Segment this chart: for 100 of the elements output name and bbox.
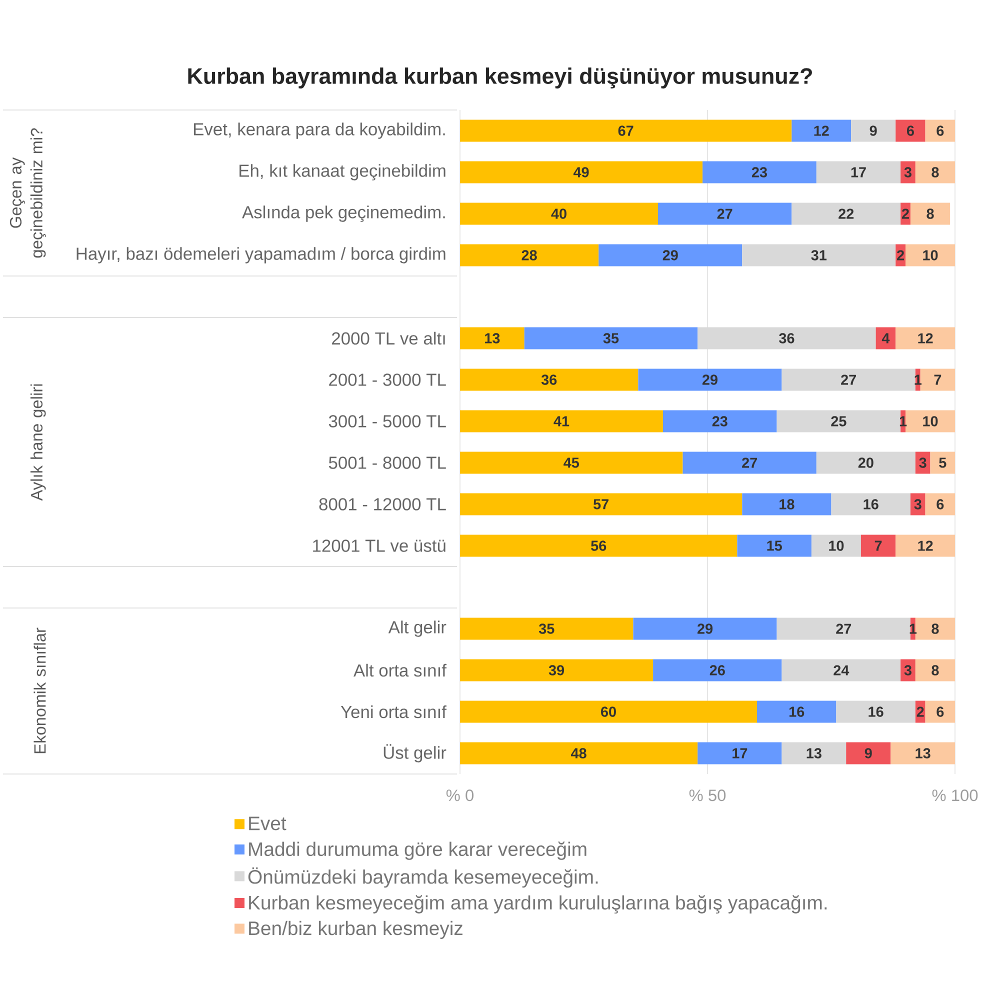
data-label: 41 — [554, 416, 570, 426]
bar — [900, 659, 916, 682]
bar — [816, 161, 901, 184]
data-label: 3 — [904, 665, 912, 676]
bar — [638, 368, 782, 391]
bar — [811, 534, 861, 557]
bar — [782, 368, 916, 391]
data-label: 27 — [717, 208, 732, 219]
text: Geçen ay geçinebildiniz mi? — [10, 128, 46, 258]
bar — [742, 244, 896, 266]
data-label: 9 — [864, 748, 872, 758]
bar — [782, 742, 846, 764]
bar — [851, 120, 896, 142]
bar — [702, 161, 816, 184]
bar — [930, 452, 956, 474]
data-label: 26 — [710, 665, 725, 676]
data-label: 25 — [831, 416, 846, 426]
data-label: 4 — [882, 333, 890, 344]
data-label: 40 — [551, 208, 566, 219]
bar — [915, 659, 956, 682]
bar — [460, 244, 599, 266]
bar — [896, 120, 926, 142]
bar — [460, 534, 738, 557]
data-label: 2 — [902, 208, 909, 219]
data-label: 36 — [541, 374, 557, 385]
bar — [890, 742, 956, 764]
data-label: 16 — [868, 706, 884, 717]
text: Ekonomik sınıflar — [34, 628, 46, 754]
data-label: 6 — [936, 499, 944, 510]
data-label: 48 — [570, 748, 586, 758]
data-label: 60 — [601, 706, 616, 717]
data-label: 12 — [814, 126, 829, 136]
bar — [792, 202, 901, 225]
data-label: 29 — [702, 374, 718, 385]
bar — [460, 202, 658, 225]
bar — [698, 742, 782, 764]
bar — [860, 534, 896, 557]
data-label: 16 — [864, 499, 878, 510]
bar — [910, 493, 926, 516]
data-label: 17 — [851, 167, 866, 178]
y-tick-label: 2000 TL ve altı — [332, 332, 445, 345]
data-label: 20 — [858, 458, 874, 468]
y-tick-label: 3001 - 5000 TL — [328, 415, 446, 428]
data-label: 23 — [752, 167, 767, 178]
bar — [915, 161, 956, 184]
data-label: 6 — [936, 706, 944, 717]
bar — [460, 700, 758, 723]
bar — [896, 534, 956, 557]
data-label: 3 — [914, 499, 922, 510]
legend-label: Ben/biz kurban kesmeyiz — [249, 920, 462, 940]
bar — [698, 327, 876, 350]
y-tick-label: Alt gelir — [388, 620, 446, 637]
data-label: 57 — [593, 499, 608, 510]
data-label: 10 — [923, 250, 938, 260]
bar — [925, 700, 956, 723]
bar — [792, 120, 852, 142]
bar — [925, 493, 956, 516]
data-label: 29 — [662, 250, 678, 260]
data-label: 67 — [618, 126, 634, 136]
data-label: 2 — [897, 250, 904, 260]
bar — [460, 161, 703, 184]
bar — [460, 327, 524, 350]
bar — [915, 618, 956, 640]
data-label: 13 — [806, 748, 822, 758]
data-label: 7 — [934, 374, 942, 385]
data-label: 27 — [742, 458, 757, 468]
bar — [460, 120, 792, 142]
data-label: 15 — [767, 540, 782, 551]
bar — [816, 452, 916, 474]
bar — [906, 410, 956, 432]
bar — [460, 493, 742, 516]
bar — [737, 534, 812, 557]
bar — [776, 618, 910, 640]
data-label: 17 — [732, 748, 748, 758]
data-label: 35 — [603, 333, 619, 344]
y-tick-label: Aslında pek geçinemedim. — [242, 206, 445, 222]
y-tick-label: 12001 TL ve üstü — [313, 540, 446, 552]
bar — [460, 618, 634, 640]
data-label: 3 — [904, 167, 912, 178]
legend-label: Önümüzdeki bayramda kesemeyeceğim. — [248, 867, 598, 888]
y-tick-label: Yeni orta sınıf — [340, 705, 446, 718]
data-label: 12 — [918, 333, 933, 344]
bar — [460, 659, 654, 682]
data-label: 8 — [932, 624, 939, 634]
bar — [742, 493, 832, 516]
bar — [658, 202, 792, 225]
data-label: 10 — [923, 416, 938, 426]
data-label: 22 — [838, 208, 854, 219]
data-label: 9 — [870, 126, 877, 136]
y-tick-label: 5001 - 8000 TL — [328, 456, 446, 469]
x-tick-label: % 50 — [689, 790, 726, 802]
bar — [633, 618, 777, 640]
bar — [460, 452, 683, 474]
y-tick-label: Evet, kenara para da koyabildim. — [194, 122, 445, 139]
data-label: 27 — [836, 624, 852, 634]
bar — [831, 493, 910, 516]
data-label: 7 — [874, 540, 882, 551]
y-tick-label: Üst gelir — [384, 744, 446, 762]
bar — [782, 659, 901, 682]
bar — [460, 410, 663, 432]
